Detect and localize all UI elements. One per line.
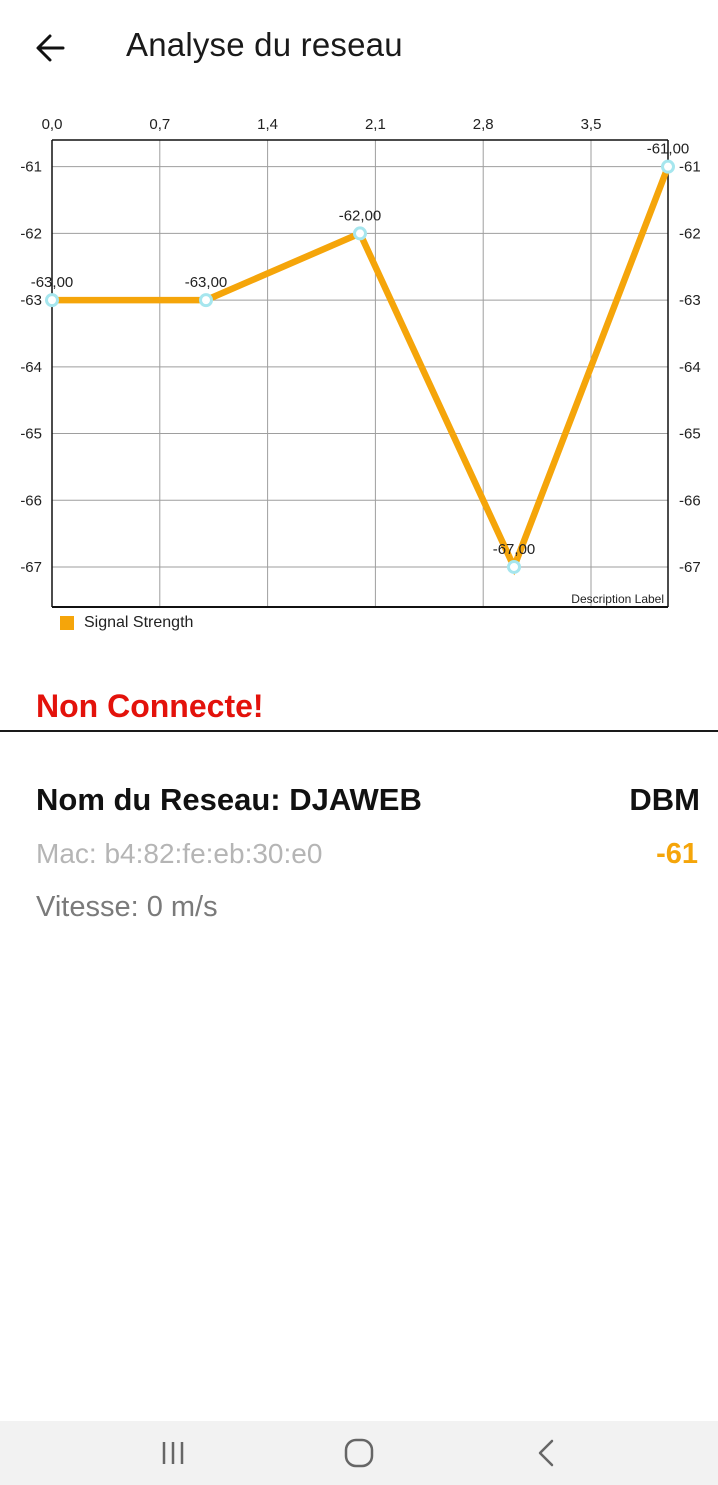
data-label: -63,00 [31,274,74,291]
recents-button[interactable] [143,1433,203,1473]
y-tick-label-right: -61 [679,159,701,176]
app-bar: Analyse du reseau [0,0,718,96]
y-tick-label-left: -64 [20,359,42,376]
legend-label: Signal Strength [84,614,194,631]
system-nav-bar [0,1421,718,1485]
dbm-value: -61 [656,838,698,870]
network-speed: Vitesse: 0 m/s [36,891,218,923]
data-label: -63,00 [185,274,228,291]
chart-description-label: Description Label [571,592,664,606]
y-tick-label-left: -66 [20,492,42,509]
back-button[interactable] [30,28,70,68]
data-point [199,293,213,308]
y-tick-label-right: -65 [679,426,701,443]
y-tick-label-left: -62 [20,225,42,242]
y-tick-label-right: -63 [679,292,701,309]
x-tick-label: 3,5 [581,116,602,133]
page-title: Analyse du reseau [126,26,403,63]
data-label: -67,00 [493,541,536,558]
data-point [353,226,367,241]
y-tick-label-left: -61 [20,159,42,176]
y-tick-label-left: -63 [20,292,42,309]
y-tick-label-right: -67 [679,559,701,576]
home-button[interactable] [329,1433,389,1473]
recents-icon [162,1442,184,1464]
home-icon [344,1438,374,1468]
y-tick-label-left: -67 [20,559,42,576]
data-point [507,559,521,574]
data-point [45,293,59,308]
nav-back-button[interactable] [516,1433,576,1473]
legend-swatch [60,616,74,630]
x-tick-label: 0,7 [149,116,170,133]
x-tick-label: 2,8 [473,116,494,133]
y-tick-label-right: -64 [679,359,701,376]
chevron-left-icon [538,1439,554,1467]
data-label: -62,00 [339,207,382,224]
y-tick-label-right: -62 [679,225,701,242]
data-label: -61,00 [647,141,690,158]
signal-chart: 0,0 0,7 1,4 2,1 2,8 3,5 -61 -61 -62 -62 -63 -63 -64 -… [20,116,701,608]
x-tick-label: 0,0 [42,116,63,133]
mac-address: Mac: b4:82:fe:eb:30:e0 [36,838,323,869]
y-tick-label-right: -66 [679,492,701,509]
y-tick-label-left: -65 [20,426,42,443]
x-tick-label: 1,4 [257,116,278,133]
data-point [661,159,675,174]
arrow-left-icon [36,34,65,62]
chart-legend: Signal Strength [60,612,193,634]
x-tick-label: 2,1 [365,116,386,133]
dbm-label: DBM [629,782,700,817]
connection-status: Non Connecte! [36,688,264,724]
divider [0,730,718,732]
network-name: Nom du Reseau: DJAWEB [36,782,422,817]
